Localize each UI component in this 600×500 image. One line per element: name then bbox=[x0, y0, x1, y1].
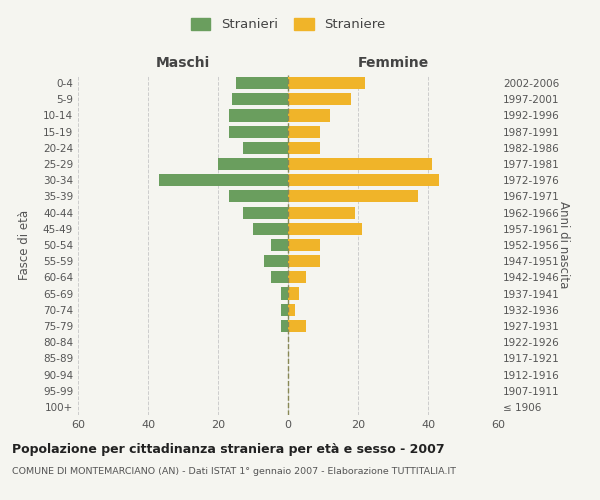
Bar bbox=[288, 110, 330, 122]
Bar bbox=[288, 272, 305, 283]
Bar bbox=[288, 190, 418, 202]
Bar bbox=[288, 222, 361, 235]
Bar bbox=[288, 304, 295, 316]
Legend: Stranieri, Straniere: Stranieri, Straniere bbox=[184, 11, 392, 38]
Bar bbox=[281, 304, 288, 316]
Bar bbox=[229, 190, 288, 202]
Bar bbox=[288, 255, 320, 268]
Bar bbox=[235, 77, 288, 89]
Bar bbox=[253, 222, 288, 235]
Bar bbox=[288, 142, 320, 154]
Bar bbox=[288, 288, 299, 300]
Text: Anni di nascita: Anni di nascita bbox=[557, 202, 571, 288]
Text: Femmine: Femmine bbox=[358, 56, 428, 70]
Bar bbox=[242, 206, 288, 218]
Bar bbox=[288, 126, 320, 138]
Text: Popolazione per cittadinanza straniera per età e sesso - 2007: Popolazione per cittadinanza straniera p… bbox=[12, 442, 445, 456]
Bar bbox=[218, 158, 288, 170]
Bar bbox=[288, 158, 431, 170]
Bar bbox=[288, 206, 355, 218]
Bar bbox=[271, 272, 288, 283]
Bar bbox=[288, 93, 351, 106]
Bar bbox=[288, 77, 365, 89]
Bar bbox=[281, 320, 288, 332]
Bar bbox=[242, 142, 288, 154]
Bar bbox=[288, 320, 305, 332]
Bar bbox=[158, 174, 288, 186]
Text: COMUNE DI MONTEMARCIANO (AN) - Dati ISTAT 1° gennaio 2007 - Elaborazione TUTTITA: COMUNE DI MONTEMARCIANO (AN) - Dati ISTA… bbox=[12, 468, 456, 476]
Bar bbox=[271, 239, 288, 251]
Bar bbox=[288, 174, 439, 186]
Bar bbox=[263, 255, 288, 268]
Text: Maschi: Maschi bbox=[156, 56, 210, 70]
Bar bbox=[229, 110, 288, 122]
Bar bbox=[232, 93, 288, 106]
Text: Fasce di età: Fasce di età bbox=[17, 210, 31, 280]
Bar bbox=[229, 126, 288, 138]
Bar bbox=[281, 288, 288, 300]
Bar bbox=[288, 239, 320, 251]
